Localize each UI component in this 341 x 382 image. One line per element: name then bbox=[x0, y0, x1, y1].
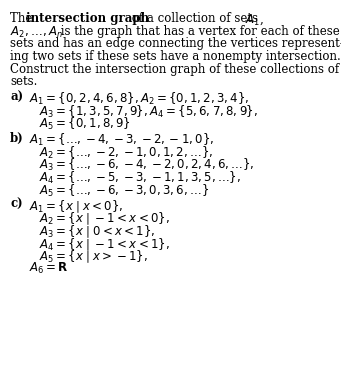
Text: $A_5 = \{0, 1, 8, 9\}$: $A_5 = \{0, 1, 8, 9\}$ bbox=[39, 116, 131, 132]
Text: of a collection of sets: of a collection of sets bbox=[128, 12, 261, 25]
Text: sets and has an edge connecting the vertices represent-: sets and has an edge connecting the vert… bbox=[10, 37, 341, 50]
Text: a): a) bbox=[10, 91, 23, 104]
Text: $A_6 = \mathbf{R}$: $A_6 = \mathbf{R}$ bbox=[29, 261, 69, 276]
Text: sets.: sets. bbox=[10, 75, 38, 88]
Text: The: The bbox=[10, 12, 36, 25]
Text: $A_1 = \{0, 2, 4, 6, 8\}, A_2 = \{0, 1, 2, 3, 4\},$: $A_1 = \{0, 2, 4, 6, 8\}, A_2 = \{0, 1, … bbox=[29, 91, 249, 107]
Text: c): c) bbox=[10, 198, 23, 211]
Text: $A_2 = \{\ldots, -2, -1, 0, 1, 2, \ldots\},$: $A_2 = \{\ldots, -2, -1, 0, 1, 2, \ldots… bbox=[39, 145, 213, 161]
Text: $A_1 = \{x \mid x < 0\},$: $A_1 = \{x \mid x < 0\},$ bbox=[29, 198, 123, 215]
Text: $A_5 = \{x \mid x > -1\},$: $A_5 = \{x \mid x > -1\},$ bbox=[39, 249, 148, 265]
Text: $A_2, \ldots, A_n$: $A_2, \ldots, A_n$ bbox=[10, 25, 63, 40]
Text: intersection graph: intersection graph bbox=[26, 12, 149, 25]
Text: b): b) bbox=[10, 132, 24, 145]
Text: $A_4 = \{\ldots, -5, -3, -1, 1, 3, 5, \ldots\},$: $A_4 = \{\ldots, -5, -3, -1, 1, 3, 5, \l… bbox=[39, 170, 241, 186]
Text: $A_3 = \{1, 3, 5, 7, 9\}, A_4 = \{5, 6, 7, 8, 9\},$: $A_3 = \{1, 3, 5, 7, 9\}, A_4 = \{5, 6, … bbox=[39, 104, 258, 120]
Text: is the graph that has a vertex for each of these: is the graph that has a vertex for each … bbox=[57, 25, 340, 38]
Text: $A_4 = \{x \mid -1 < x < 1\},$: $A_4 = \{x \mid -1 < x < 1\},$ bbox=[39, 236, 170, 253]
Text: Construct the intersection graph of these collections of: Construct the intersection graph of thes… bbox=[10, 63, 339, 76]
Text: $A_1 = \{\ldots, -4, -3, -2, -1, 0\},$: $A_1 = \{\ldots, -4, -3, -2, -1, 0\},$ bbox=[29, 132, 214, 148]
Text: $A_3 = \{x \mid 0 < x < 1\},$: $A_3 = \{x \mid 0 < x < 1\},$ bbox=[39, 223, 155, 240]
Text: $A_5 = \{\ldots, -6, -3, 0, 3, 6, \ldots\}$: $A_5 = \{\ldots, -6, -3, 0, 3, 6, \ldots… bbox=[39, 183, 209, 199]
Text: $A_1$,: $A_1$, bbox=[245, 12, 264, 27]
Text: $A_3 = \{\ldots, -6, -4, -2, 0, 2, 4, 6, \ldots\},$: $A_3 = \{\ldots, -6, -4, -2, 0, 2, 4, 6,… bbox=[39, 157, 255, 173]
Text: $A_2 = \{x \mid -1 < x < 0\},$: $A_2 = \{x \mid -1 < x < 0\},$ bbox=[39, 211, 170, 227]
Text: ing two sets if these sets have a nonempty intersection.: ing two sets if these sets have a nonemp… bbox=[10, 50, 341, 63]
